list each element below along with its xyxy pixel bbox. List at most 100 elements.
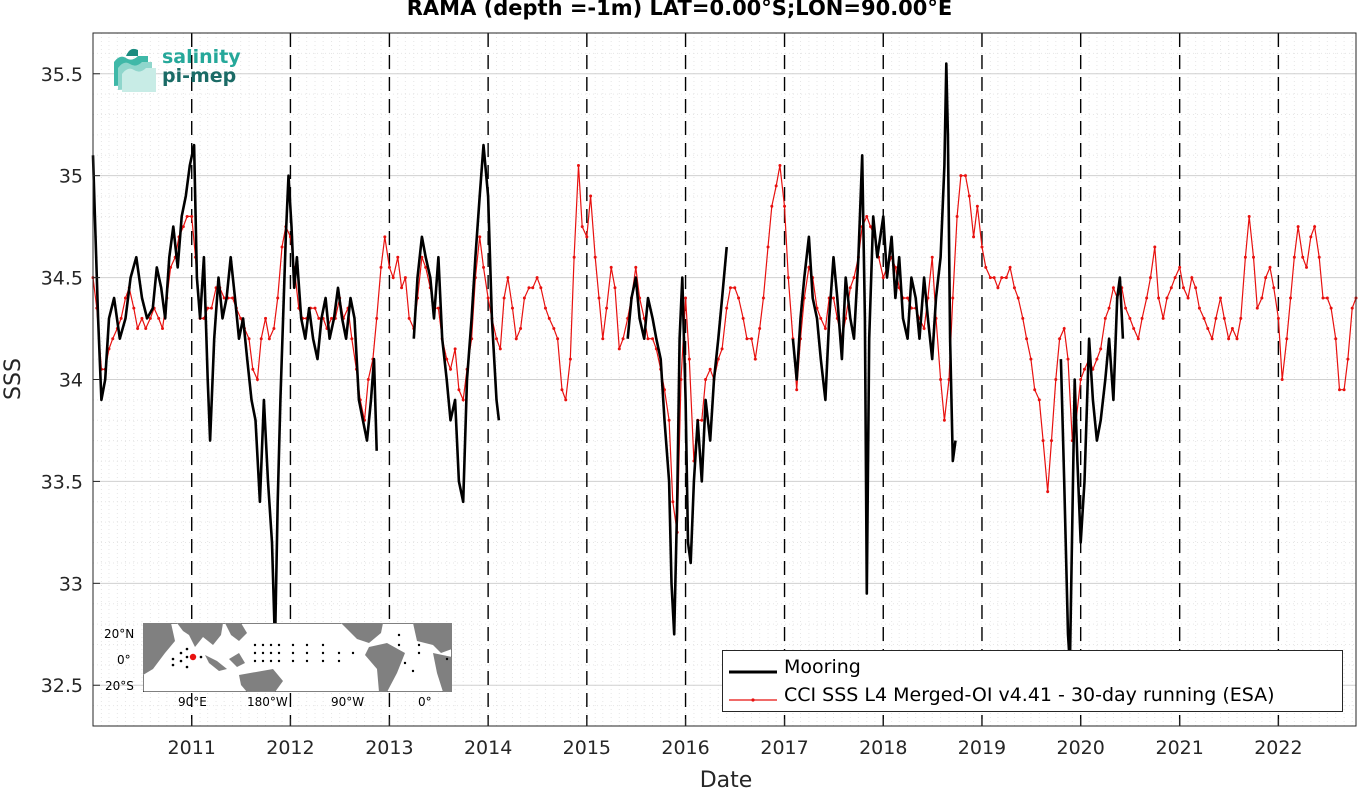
series-point-cci (943, 419, 946, 422)
series-point-cci (1108, 307, 1111, 310)
series-point-cci (506, 276, 509, 279)
series-point-cci (380, 266, 383, 269)
series-point-cci (906, 296, 909, 299)
series-point-cci (1066, 358, 1069, 361)
series-point-cci (605, 307, 608, 310)
series-point-cci (1206, 327, 1209, 330)
series-point-cci (367, 378, 370, 381)
y-tick-label: 35.5 (41, 64, 83, 86)
series-point-cci (1033, 388, 1036, 391)
x-tick-label: 2021 (1155, 737, 1203, 759)
legend-swatch-mooring (729, 661, 777, 673)
series-point-cci (1124, 307, 1127, 310)
series-point-cci (392, 276, 395, 279)
series-point-cci (149, 317, 152, 320)
series-point-cci (531, 286, 534, 289)
series-point-cci (923, 327, 926, 330)
series-point-cci (350, 337, 353, 340)
logo-waves-icon (108, 44, 158, 94)
series-point-cci (1198, 307, 1201, 310)
series-point-cci (849, 286, 852, 289)
series-point-cci (996, 286, 999, 289)
series-point-cci (709, 368, 712, 371)
series-point-cci (1058, 337, 1061, 340)
series-point-cci (1025, 337, 1028, 340)
series-point-cci (684, 296, 687, 299)
series-point-cci (598, 296, 601, 299)
series-point-cci (1013, 286, 1016, 289)
series-point-cci (1277, 317, 1280, 320)
series-point-cci (375, 317, 378, 320)
series-point-cci (651, 337, 654, 340)
series-point-cci (552, 327, 555, 330)
series-point-cci (383, 235, 386, 238)
series-point-cci (136, 327, 139, 330)
series-point-cci (1334, 337, 1337, 340)
series-point-cci (601, 337, 604, 340)
series-point-cci (482, 266, 485, 269)
y-tick-label: 33.5 (41, 471, 83, 493)
series-point-cci (569, 358, 572, 361)
series-point-cci (704, 378, 707, 381)
series-point-cci (272, 327, 275, 330)
series-point-cci (560, 388, 563, 391)
series-point-cci (1338, 388, 1341, 391)
series-point-cci (1268, 266, 1271, 269)
inset-map (143, 623, 452, 692)
legend-item-mooring: Mooring (729, 654, 861, 680)
series-point-cci (668, 419, 671, 422)
series-point-cci (832, 296, 835, 299)
x-tick-label: 2017 (760, 737, 808, 759)
series-point-cci (1285, 337, 1288, 340)
series-point-cci (536, 276, 539, 279)
inset-lat-label: 0° (117, 653, 131, 667)
series-point-cci (544, 307, 547, 310)
series-point-cci (276, 296, 279, 299)
series-point-cci (1187, 296, 1190, 299)
series-point-cci (824, 327, 827, 330)
series-point-cci (132, 307, 135, 310)
series-point-cci (140, 317, 143, 320)
series-point-cci (124, 296, 127, 299)
series-point-cci (144, 327, 147, 330)
series-point-cci (260, 337, 263, 340)
series-point-cci (1309, 235, 1312, 238)
series-point-cci (733, 286, 736, 289)
series-point-cci (1194, 286, 1197, 289)
series-point-cci (622, 337, 625, 340)
series-point-cci (511, 307, 514, 310)
x-tick-label: 2022 (1254, 737, 1302, 759)
series-point-cci (396, 256, 399, 259)
series-point-cci (956, 215, 959, 218)
x-tick-label: 2013 (365, 737, 413, 759)
series-point-cci (1046, 490, 1049, 493)
series-point-cci (610, 266, 613, 269)
series-point-cci (585, 235, 588, 238)
series-point-cci (853, 276, 856, 279)
series-point-cci (1021, 317, 1024, 320)
series-point-cci (1083, 368, 1086, 371)
series-point-cci (770, 205, 773, 208)
series-point-cci (1132, 327, 1135, 330)
series-point-cci (931, 256, 934, 259)
mooring-location-marker (190, 654, 196, 660)
series-point-cci (787, 276, 790, 279)
inset-lon-label: 90°E (178, 695, 207, 709)
series-point-cci (388, 266, 391, 269)
series-point-cci (1322, 296, 1325, 299)
series-point-cci (762, 296, 765, 299)
series-point-cci (754, 358, 757, 361)
series-point-cci (1330, 307, 1333, 310)
series-point-cci (1178, 266, 1181, 269)
series-point-cci (499, 347, 502, 350)
series-point-cci (618, 347, 621, 350)
inset-lat-label: 20°N (104, 627, 134, 641)
series-point-cci (1351, 307, 1354, 310)
series-point-cci (457, 388, 460, 391)
logo-text-pi-mep: pi-mep (162, 67, 236, 86)
series-point-cci (449, 368, 452, 371)
inset-lon-label: 180°W (247, 695, 288, 709)
series-point-cci (964, 174, 967, 177)
series-point-cci (462, 398, 465, 401)
series-point-cci (1095, 358, 1098, 361)
